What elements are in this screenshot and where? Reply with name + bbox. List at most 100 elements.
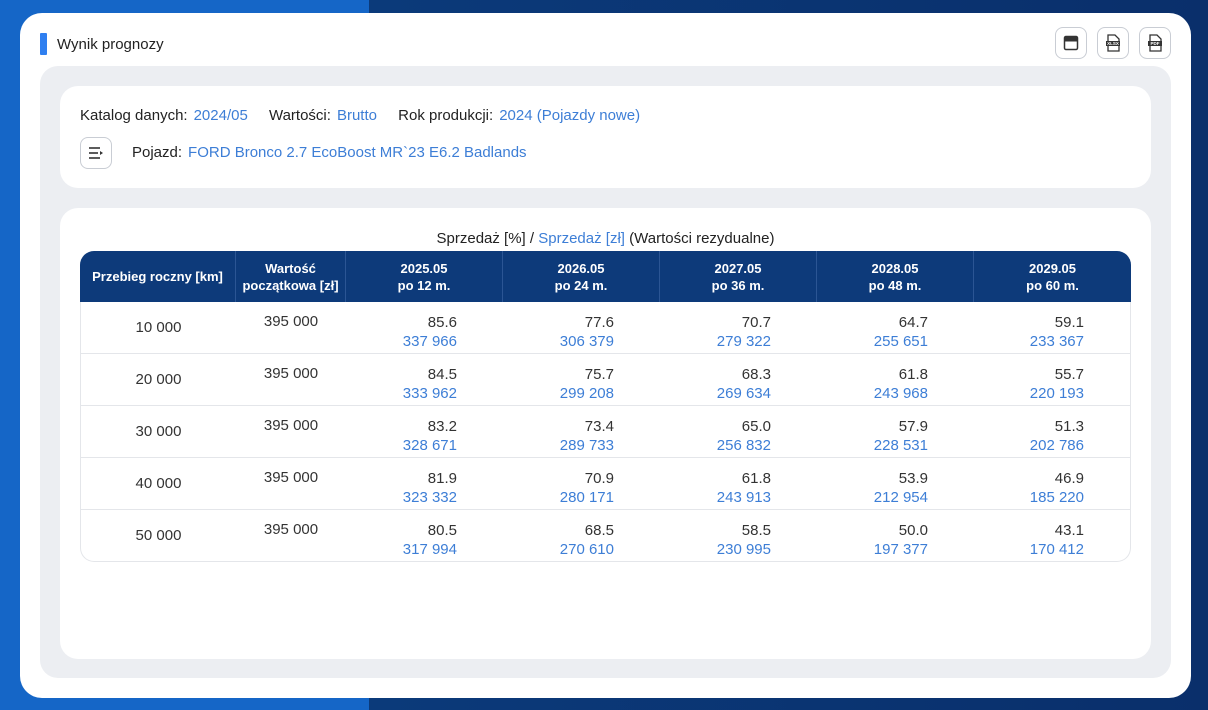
residual-value-cell: 53.9 212 954 bbox=[817, 458, 974, 510]
residual-amount: 328 671 bbox=[402, 437, 457, 454]
residual-percent: 80.5 bbox=[427, 522, 457, 539]
residual-percent: 70.9 bbox=[584, 470, 614, 487]
options-menu-button[interactable] bbox=[80, 137, 112, 169]
residual-percent: 51.3 bbox=[1054, 418, 1084, 435]
title-accent-bar bbox=[40, 33, 47, 55]
info-parameters-row: Katalog danych: 2024/05 Wartości: Brutto R… bbox=[80, 107, 657, 124]
residual-value-cell: 61.8 243 913 bbox=[660, 458, 817, 510]
residual-percent: 70.7 bbox=[741, 314, 771, 331]
residual-amount: 170 412 bbox=[1029, 541, 1084, 558]
residual-amount: 279 322 bbox=[716, 333, 771, 350]
residual-amount: 323 332 bbox=[402, 489, 457, 506]
residual-amount: 220 193 bbox=[1029, 385, 1084, 402]
production-year-value: 2024 (Pojazdy nowe) bbox=[499, 107, 641, 124]
residual-percent: 46.9 bbox=[1054, 470, 1084, 487]
residual-percent: 68.3 bbox=[741, 366, 771, 383]
initial-value-cell: 395 000 bbox=[236, 302, 346, 354]
residual-value-cell: 85.6 337 966 bbox=[346, 302, 503, 354]
residual-amount: 212 954 bbox=[873, 489, 928, 506]
residual-values-table: Przebieg roczny [km] Wartość początkowa [… bbox=[80, 251, 1131, 562]
residual-percent: 43.1 bbox=[1054, 522, 1084, 539]
column-header: Wartość początkowa [zł] bbox=[236, 251, 346, 302]
xlsx-file-icon: XLSX bbox=[1106, 34, 1120, 52]
residual-amount: 228 531 bbox=[873, 437, 928, 454]
residual-amount: 337 966 bbox=[402, 333, 457, 350]
svg-text:PDF: PDF bbox=[1151, 41, 1160, 46]
content-area: Katalog danych: 2024/05 Wartości: Brutto R… bbox=[40, 66, 1171, 678]
residual-percent: 84.5 bbox=[427, 366, 457, 383]
table-header-row: Przebieg roczny [km] Wartość początkowa [… bbox=[80, 251, 1131, 302]
values-value: Brutto bbox=[336, 107, 377, 124]
window-icon bbox=[1063, 35, 1079, 51]
residual-percent: 85.6 bbox=[427, 314, 457, 331]
residual-value-cell: 80.5 317 994 bbox=[346, 510, 503, 562]
residual-percent: 64.7 bbox=[898, 314, 928, 331]
residual-amount: 306 379 bbox=[559, 333, 614, 350]
table-row: 30 000 395 000 83.2 328 671 73.4 289 733 65.0 2… bbox=[80, 406, 1131, 458]
caption-sales-percent: Sprzedaż [%] bbox=[436, 230, 526, 247]
list-arrow-icon bbox=[89, 147, 103, 159]
residual-percent: 81.9 bbox=[427, 470, 457, 487]
residual-value-cell: 77.6 306 379 bbox=[503, 302, 660, 354]
vehicle-label: Pojazd: bbox=[132, 144, 183, 161]
vehicle-row: Pojazd: FORD Bronco 2.7 EcoBoost MR`23 E6… bbox=[132, 144, 527, 161]
table-caption: Sprzedaż [%] / Sprzedaż [zł] (Wartości r… bbox=[60, 230, 1151, 247]
annual-mileage-cell: 20 000 bbox=[80, 354, 236, 406]
residual-percent: 55.7 bbox=[1054, 366, 1084, 383]
residual-percent: 58.5 bbox=[741, 522, 771, 539]
annual-mileage-cell: 10 000 bbox=[80, 302, 236, 354]
residual-value-cell: 46.9 185 220 bbox=[974, 458, 1131, 510]
panel-header: Wynik prognozy bbox=[40, 33, 164, 55]
residual-percent: 83.2 bbox=[427, 418, 457, 435]
export-xlsx-button[interactable]: XLSX bbox=[1097, 27, 1129, 59]
residual-value-cell: 68.5 270 610 bbox=[503, 510, 660, 562]
residual-value-cell: 61.8 243 968 bbox=[817, 354, 974, 406]
residual-percent: 65.0 bbox=[741, 418, 771, 435]
caption-suffix: (Wartości rezydualne) bbox=[624, 230, 775, 247]
residual-amount: 243 913 bbox=[716, 489, 771, 506]
residual-amount: 185 220 bbox=[1029, 489, 1084, 506]
window-view-button[interactable] bbox=[1055, 27, 1087, 59]
residual-value-cell: 84.5 333 962 bbox=[346, 354, 503, 406]
residual-value-cell: 65.0 256 832 bbox=[660, 406, 817, 458]
residual-values-panel: Sprzedaż [%] / Sprzedaż [zł] (Wartości r… bbox=[60, 208, 1151, 659]
residual-value-cell: 59.1 233 367 bbox=[974, 302, 1131, 354]
residual-value-cell: 43.1 170 412 bbox=[974, 510, 1131, 562]
residual-percent: 57.9 bbox=[898, 418, 928, 435]
annual-mileage-cell: 40 000 bbox=[80, 458, 236, 510]
panel-title: Wynik prognozy bbox=[57, 35, 164, 53]
residual-percent: 68.5 bbox=[584, 522, 614, 539]
residual-percent: 59.1 bbox=[1054, 314, 1084, 331]
pdf-file-icon: PDF bbox=[1148, 34, 1162, 52]
forecast-result-card: Wynik prognozy XLSX PDF Katalog danych: 2… bbox=[20, 13, 1191, 698]
table-row: 10 000 395 000 85.6 337 966 77.6 306 379 70.7 2… bbox=[80, 302, 1131, 354]
residual-value-cell: 64.7 255 651 bbox=[817, 302, 974, 354]
residual-percent: 50.0 bbox=[898, 522, 928, 539]
column-header: 2029.05 po 60 m. bbox=[974, 251, 1131, 302]
annual-mileage-cell: 30 000 bbox=[80, 406, 236, 458]
residual-value-cell: 73.4 289 733 bbox=[503, 406, 660, 458]
residual-amount: 202 786 bbox=[1029, 437, 1084, 454]
caption-sales-pln: Sprzedaż [zł] bbox=[538, 230, 625, 247]
initial-value-cell: 395 000 bbox=[236, 354, 346, 406]
residual-amount: 280 171 bbox=[559, 489, 614, 506]
vehicle-value: FORD Bronco 2.7 EcoBoost MR`23 E6.2 Badl… bbox=[188, 144, 527, 161]
residual-amount: 317 994 bbox=[402, 541, 457, 558]
residual-value-cell: 58.5 230 995 bbox=[660, 510, 817, 562]
residual-amount: 333 962 bbox=[402, 385, 457, 402]
production-year-label: Rok produkcji: bbox=[398, 107, 494, 124]
residual-percent: 61.8 bbox=[741, 470, 771, 487]
residual-value-cell: 55.7 220 193 bbox=[974, 354, 1131, 406]
residual-amount: 299 208 bbox=[559, 385, 614, 402]
residual-value-cell: 70.7 279 322 bbox=[660, 302, 817, 354]
residual-amount: 256 832 bbox=[716, 437, 771, 454]
residual-percent: 61.8 bbox=[898, 366, 928, 383]
svg-text:XLSX: XLSX bbox=[1107, 41, 1119, 46]
residual-amount: 270 610 bbox=[559, 541, 614, 558]
column-header: 2026.05 po 24 m. bbox=[503, 251, 660, 302]
export-pdf-button[interactable]: PDF bbox=[1139, 27, 1171, 59]
residual-value-cell: 57.9 228 531 bbox=[817, 406, 974, 458]
initial-value-cell: 395 000 bbox=[236, 510, 346, 562]
column-header: 2025.05 po 12 m. bbox=[346, 251, 503, 302]
table-body: 10 000 395 000 85.6 337 966 77.6 306 379 70.7 2… bbox=[80, 302, 1131, 562]
